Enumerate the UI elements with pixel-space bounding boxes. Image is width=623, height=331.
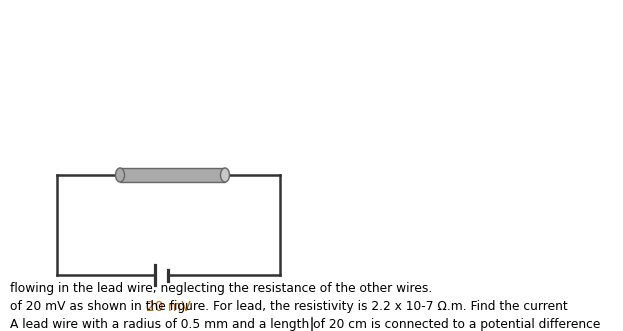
Ellipse shape bbox=[221, 168, 229, 182]
Ellipse shape bbox=[115, 168, 125, 182]
Text: of 20 mV as shown in the figure. For lead, the resistivity is 2.2 x 10-7 Ω.m. Fi: of 20 mV as shown in the figure. For lea… bbox=[10, 300, 568, 313]
Text: A lead wire with a radius of 0.5 mm and a length of 20 cm is connected to a pote: A lead wire with a radius of 0.5 mm and … bbox=[10, 318, 601, 331]
Bar bbox=[120, 168, 225, 182]
Text: flowing in the lead wire, neglecting the resistance of the other wires.: flowing in the lead wire, neglecting the… bbox=[10, 282, 432, 295]
Text: 20 mV: 20 mV bbox=[146, 300, 191, 314]
